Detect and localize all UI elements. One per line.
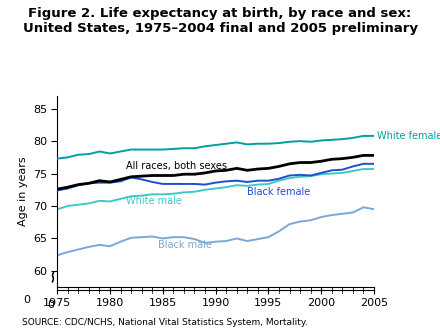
Text: White female: White female: [377, 131, 440, 141]
X-axis label: Year: Year: [202, 329, 229, 330]
Text: Black female: Black female: [247, 187, 311, 197]
Text: White male: White male: [126, 196, 182, 206]
Text: 0: 0: [47, 300, 54, 310]
Text: Figure 2. Life expectancy at birth, by race and sex:
United States, 1975–2004 fi: Figure 2. Life expectancy at birth, by r…: [22, 7, 418, 35]
Text: 0: 0: [23, 295, 30, 306]
Text: All races, both sexes: All races, both sexes: [126, 161, 227, 171]
Y-axis label: Age in years: Age in years: [18, 157, 28, 226]
Text: Black male: Black male: [158, 240, 211, 250]
Text: SOURCE: CDC/NCHS, National Vital Statistics System, Mortality.: SOURCE: CDC/NCHS, National Vital Statist…: [22, 318, 308, 327]
